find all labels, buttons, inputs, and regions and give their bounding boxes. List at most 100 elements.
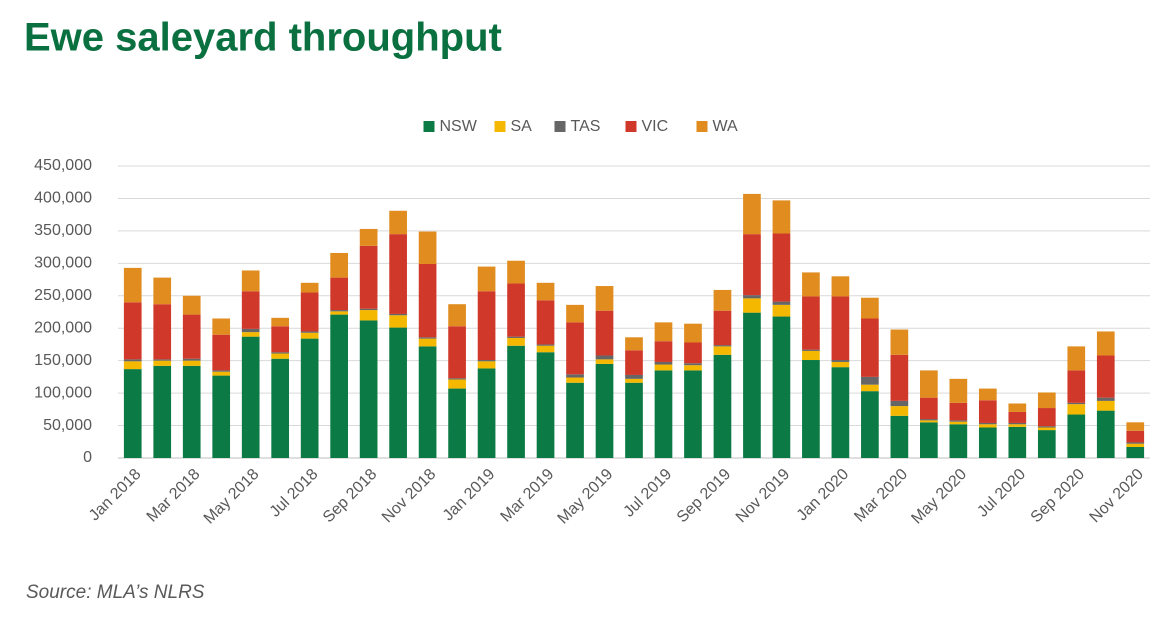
bar-segment (772, 200, 791, 234)
bar-segment (448, 326, 466, 379)
legend-swatch (423, 121, 435, 132)
bar-segment (949, 420, 968, 422)
legend-label: WA (713, 118, 739, 135)
bar-segment (477, 360, 496, 362)
bar-segment (123, 302, 142, 360)
x-tick-label: Sep 2019 (674, 466, 735, 527)
x-tick-label: Jan 2020 (794, 466, 853, 525)
bar-segment (713, 310, 732, 346)
bar-segment (949, 402, 968, 421)
legend-swatch (554, 121, 566, 132)
bar-segment (507, 336, 525, 338)
bar-segment (1008, 411, 1027, 423)
y-tick-label: 150,000 (34, 352, 92, 369)
bar-segment (1008, 422, 1027, 425)
bar-segment (625, 374, 643, 379)
legend-label: SA (511, 118, 533, 135)
bar-segment (595, 359, 614, 364)
bar-segment (743, 295, 761, 299)
x-tick-label: Jan 2018 (86, 466, 145, 525)
x-tick-label: Sep 2018 (320, 466, 381, 527)
bar-segment (920, 419, 938, 421)
bar-segment (212, 375, 231, 458)
source: Source: MLA’s NLRS (26, 582, 205, 603)
bar-segment (1037, 430, 1056, 458)
bar-segment (536, 300, 555, 345)
x-tick-label: Jul 2018 (267, 466, 322, 521)
bar-segment (978, 424, 997, 428)
bar-segment (300, 292, 319, 332)
bar-segment (418, 338, 437, 347)
bar-segment (1067, 402, 1086, 405)
bar-segment (978, 388, 997, 401)
bar-segment (359, 228, 378, 246)
bar-segment (595, 286, 614, 311)
bar-segment (566, 382, 584, 458)
bar-segment (507, 260, 525, 284)
legend-swatch (494, 121, 506, 132)
bar-segment (448, 378, 466, 380)
bar-segment (743, 234, 761, 296)
bar-segment (241, 328, 260, 333)
x-tick-label: Nov 2018 (379, 466, 440, 527)
legend-label: VIC (642, 118, 669, 135)
bar-segment (241, 332, 260, 337)
bar-segment (949, 421, 968, 425)
bar-segment (1096, 400, 1115, 411)
y-tick-label: 0 (83, 449, 92, 466)
bar-segment (271, 352, 290, 354)
x-tick-label: Nov 2019 (733, 466, 794, 527)
legend-label: TAS (571, 118, 601, 135)
bar-segment (920, 397, 938, 420)
bar-segment (241, 336, 260, 458)
bar-segment (772, 316, 791, 458)
bar-segment (182, 360, 201, 366)
bar-segment (271, 353, 290, 359)
bar-segment (241, 291, 260, 329)
bar-segment (861, 391, 879, 458)
bar-segment (625, 382, 643, 458)
bar-segment (477, 291, 496, 361)
bar-segment (772, 301, 791, 305)
bar-segment (359, 310, 378, 321)
bar-segment (477, 361, 496, 369)
legend-swatch (696, 121, 708, 132)
bar-segment (566, 377, 584, 383)
bar-segment (330, 314, 348, 458)
bar-segment (300, 331, 319, 333)
bar-segment (1067, 404, 1086, 415)
bar-segment (861, 297, 879, 319)
bar-segment (802, 350, 820, 361)
bar-segment (123, 359, 142, 362)
bar-segment (212, 371, 231, 376)
bar-segment (949, 378, 968, 403)
bar-segment (802, 296, 820, 350)
x-tick-label: Mar 2018 (144, 466, 204, 526)
bar-segment (831, 276, 850, 297)
bar-segment (300, 282, 319, 293)
bar-segment (271, 326, 290, 353)
bar-segment (654, 361, 673, 365)
bar-segment (1067, 414, 1086, 458)
bar-segment (1067, 370, 1086, 403)
bar-segment (300, 338, 319, 458)
bar-segment (831, 367, 850, 458)
bar-segment (448, 388, 466, 458)
bar-segment (389, 315, 407, 328)
bar-segment (566, 304, 584, 323)
bar-segment (153, 277, 172, 305)
bar-segment (123, 267, 142, 303)
bar-segment (654, 364, 673, 371)
bar-segment (330, 277, 348, 311)
bar-segment (654, 370, 673, 458)
bar-segment (1126, 422, 1145, 431)
bar-segment (890, 329, 909, 355)
bar-segment (330, 311, 348, 315)
bar-segment (507, 283, 525, 337)
bar-segment (920, 370, 938, 398)
bar-segment (949, 424, 968, 458)
bar-segment (536, 344, 555, 346)
x-tick-label: Nov 2020 (1087, 466, 1148, 527)
bar-segment (713, 346, 732, 355)
